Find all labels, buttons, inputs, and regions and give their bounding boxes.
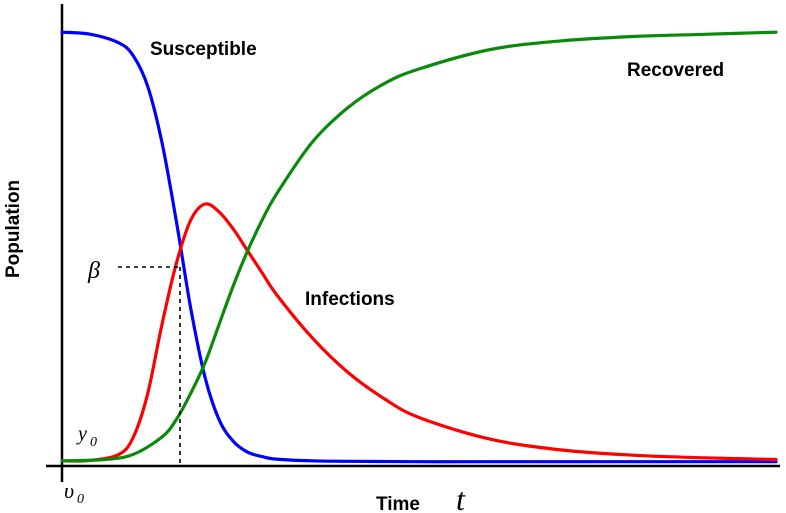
series-label-infections: Infections [305,289,395,310]
series-line-infections [60,202,778,463]
y0-subscript: 0 [90,435,97,450]
x-axis-title: Time [376,494,420,513]
beta-label: β [87,258,100,284]
y0-label: y [76,423,87,445]
x-axis-symbol: t [456,481,466,513]
series-label-recovered: Recovered [627,60,724,81]
y-axis-title: Population [3,180,24,278]
series-layer [60,30,778,464]
v0-subscript: 0 [77,492,84,507]
series-line-susceptible [60,30,778,464]
v0-label: υ [64,478,74,503]
series-line-recovered [60,30,778,463]
series-label-susceptible: Susceptible [150,39,257,60]
